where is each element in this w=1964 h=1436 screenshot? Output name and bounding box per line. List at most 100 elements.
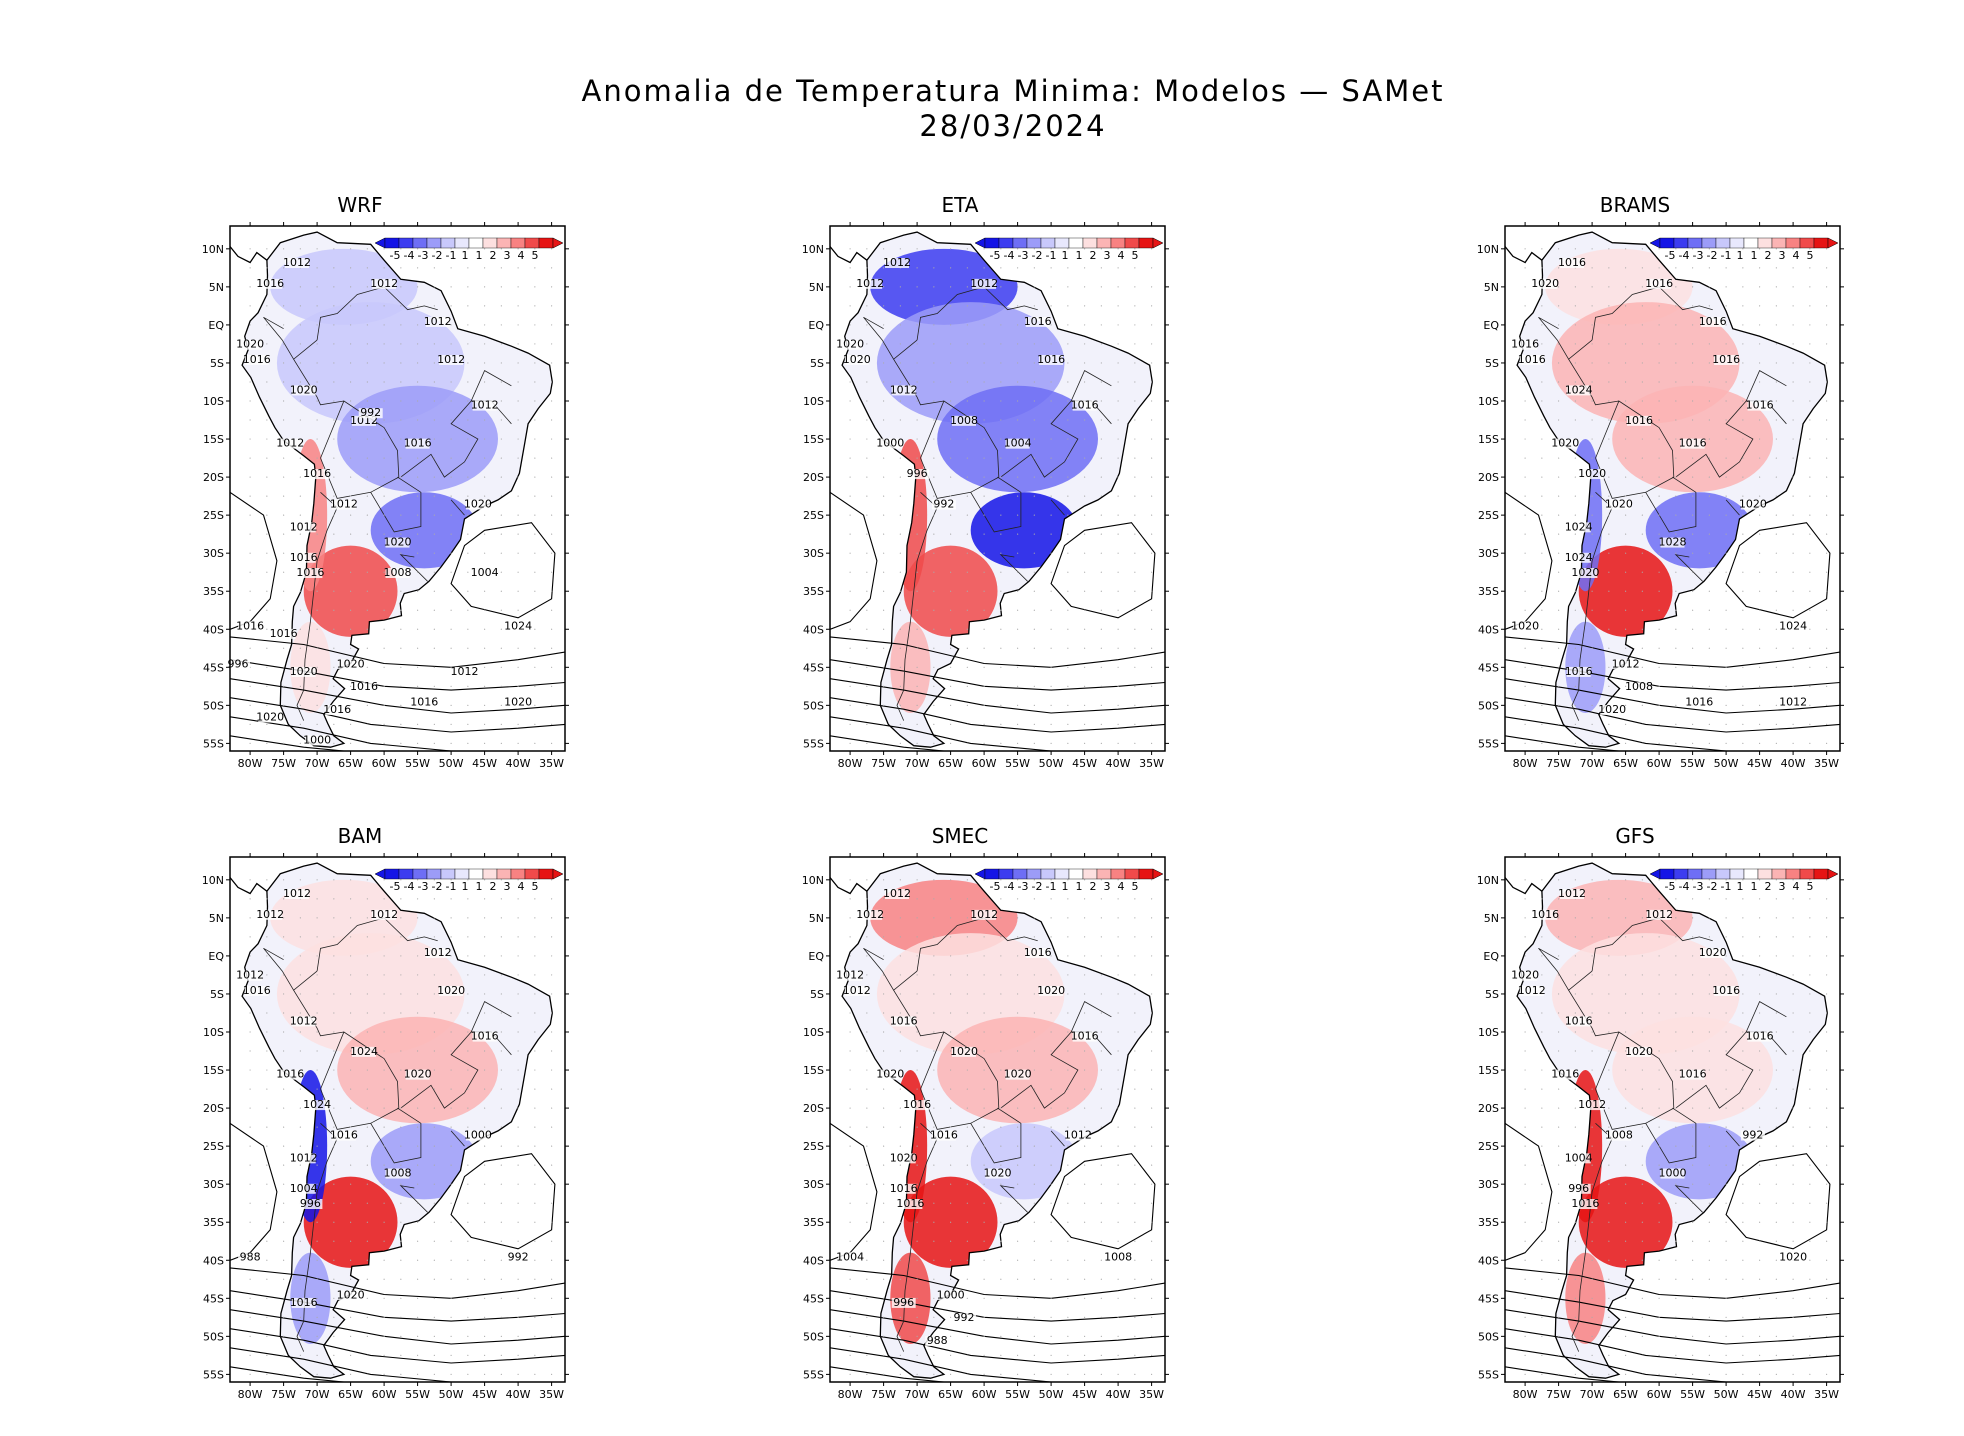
colorbar-arrow-high — [1152, 237, 1164, 249]
isobar-label: 1016 — [243, 353, 271, 366]
isobar-label: 1020 — [1739, 498, 1767, 511]
country-border — [296, 1123, 338, 1352]
anomaly-region-south_br — [1645, 492, 1753, 569]
colorbar-label: -5 — [990, 249, 1001, 262]
anomaly-region-south_br — [970, 1123, 1078, 1200]
y-tick-label: 15S — [803, 1064, 824, 1077]
isobar-label: 1024 — [1565, 383, 1593, 396]
colorbar-swatch — [984, 868, 1000, 880]
isobar-label: 988 — [240, 1250, 261, 1263]
isobar-label: 1020 — [1037, 984, 1065, 997]
colorbar-label: 1 — [1737, 249, 1744, 262]
colorbar-swatch — [1082, 237, 1098, 249]
colorbar-swatch — [1040, 237, 1056, 249]
isobar-label: 1016 — [404, 437, 432, 450]
country-border — [1050, 499, 1065, 516]
colorbar-swatch — [1757, 868, 1773, 880]
x-tick-label: 45W — [1072, 757, 1097, 770]
isobar-label: 1016 — [1037, 353, 1065, 366]
colorbar-label: 3 — [1779, 880, 1786, 893]
map-plot: 1012 1016 1012 1020 1016 1020 1012 1016 1016 1020… — [1477, 853, 1844, 1401]
isobar-label: 1016 — [276, 1068, 304, 1081]
isobar-label: 1020 — [437, 984, 465, 997]
y-tick-label: 5S — [1485, 357, 1499, 370]
isobar-line — [230, 678, 565, 714]
country-border — [1591, 286, 1660, 341]
country-border — [293, 970, 344, 1037]
isobar-label: 992 — [954, 1311, 975, 1324]
y-tick-label: 5S — [1485, 988, 1499, 1001]
colorbar-label: -5 — [390, 880, 401, 893]
x-tick-label: 65W — [338, 757, 363, 770]
x-tick-label: 80W — [1513, 1388, 1538, 1401]
y-tick-label: 5N — [209, 912, 224, 925]
isobar-label: 1016 — [323, 703, 351, 716]
country-border — [1595, 400, 1675, 499]
isobar-label: 1016 — [1024, 315, 1052, 328]
colorbar-swatch — [1813, 868, 1829, 880]
colorbar-label: 2 — [1090, 249, 1097, 262]
y-tick-label: 20S — [803, 471, 824, 484]
isobar-label: 1000 — [464, 1129, 492, 1142]
y-tick-label: 20S — [1478, 1102, 1499, 1115]
colorbar-label: 4 — [518, 249, 525, 262]
isobar-label: 1016 — [290, 1296, 318, 1309]
country-border — [370, 1107, 422, 1164]
colorbar-label: -2 — [432, 249, 443, 262]
y-tick-label: 10S — [803, 395, 824, 408]
isobar-label: 1016 — [471, 1030, 499, 1043]
coastline — [230, 877, 268, 895]
isobar-label: 1012 — [856, 277, 884, 290]
colorbar-label: 1 — [462, 249, 469, 262]
isobar-label: 1012 — [471, 399, 499, 412]
isobar-label: 1020 — [256, 711, 284, 724]
country-border — [316, 286, 385, 341]
country-border — [970, 476, 1022, 533]
y-tick-label: 25S — [1478, 1140, 1499, 1153]
isobar-label: 1012 — [836, 969, 864, 982]
colorbar-label: 2 — [1765, 880, 1772, 893]
colorbar-swatch — [1110, 868, 1126, 880]
isobar-line — [830, 678, 1165, 714]
isobar-line — [450, 1153, 556, 1250]
panel-title: BAM — [337, 824, 383, 848]
colorbar-swatch — [398, 868, 414, 880]
country-border — [400, 1031, 479, 1109]
x-tick-label: 40W — [506, 757, 531, 770]
country-border — [470, 1001, 512, 1056]
colorbar-label: -1 — [446, 249, 457, 262]
country-border — [383, 917, 438, 942]
anomaly-region-south_br — [1645, 1123, 1753, 1200]
isobar-line — [830, 1122, 878, 1261]
isobar-label: 1016 — [1712, 984, 1740, 997]
x-tick-label: 55W — [405, 757, 430, 770]
y-tick-label: 5N — [809, 281, 824, 294]
colorbar-swatch — [1026, 868, 1042, 880]
country-border — [893, 970, 944, 1037]
x-tick-label: 50W — [1039, 1388, 1064, 1401]
y-tick-label: 45S — [203, 1292, 224, 1305]
x-tick-label: 55W — [1005, 757, 1030, 770]
colorbar-swatch — [412, 868, 428, 880]
colorbar-label: 3 — [504, 880, 511, 893]
colorbar-swatch — [538, 868, 554, 880]
y-tick-label: 50S — [803, 1330, 824, 1343]
x-tick-label: 45W — [1072, 1388, 1097, 1401]
colorbar-label: -2 — [1707, 880, 1718, 893]
x-tick-label: 55W — [405, 1388, 430, 1401]
y-tick-label: 10N — [202, 874, 224, 887]
colorbar-label: 1 — [1062, 880, 1069, 893]
isobar-label: 992 — [360, 406, 381, 419]
y-tick-label: 45S — [1478, 661, 1499, 674]
isobar-label: 1020 — [504, 695, 532, 708]
isobar-line — [1505, 1290, 1840, 1322]
colorbar-label: -3 — [1693, 249, 1704, 262]
coastline — [1505, 877, 1543, 895]
country-border — [1658, 917, 1713, 942]
y-tick-label: 45S — [803, 661, 824, 674]
colorbar-swatch — [998, 237, 1014, 249]
y-tick-label: 45S — [1478, 1292, 1499, 1305]
colorbar-label: -1 — [446, 880, 457, 893]
x-tick-label: 80W — [238, 757, 263, 770]
isobar-line — [830, 697, 1165, 733]
